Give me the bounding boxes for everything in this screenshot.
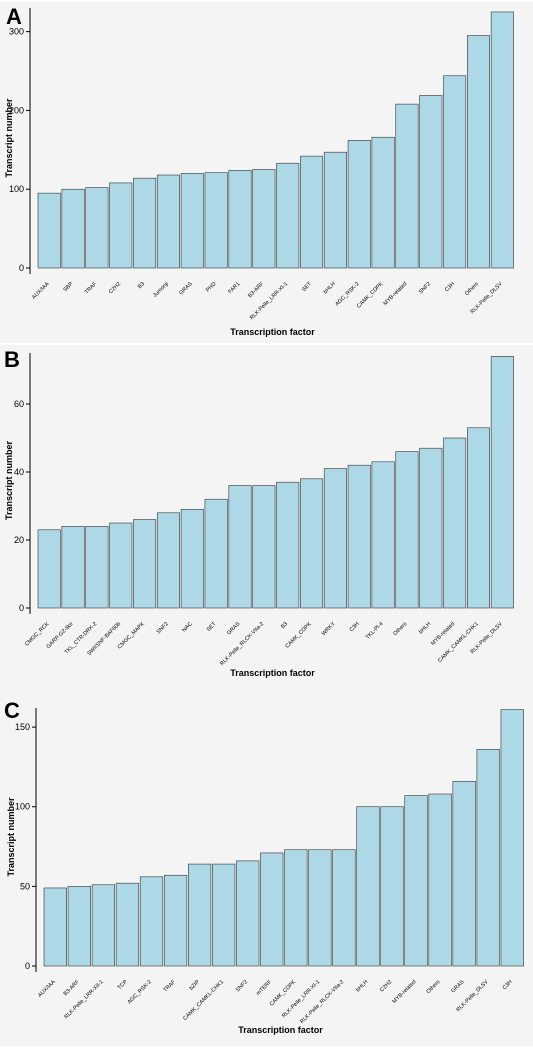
x-axis-title: Transcription factor xyxy=(230,668,315,678)
bar xyxy=(500,709,524,967)
y-tick-label: 200 xyxy=(9,105,24,115)
y-tick-label: 150 xyxy=(15,722,30,732)
bar xyxy=(37,529,61,609)
bar xyxy=(252,485,276,609)
bar xyxy=(466,35,491,269)
bar xyxy=(323,468,347,609)
y-tick-label: 100 xyxy=(15,802,30,812)
y-tick-label: 300 xyxy=(9,27,24,37)
bar xyxy=(284,849,308,967)
x-tick-label: B3 xyxy=(280,621,289,630)
panel-letter-b: B xyxy=(4,347,20,372)
bar xyxy=(419,95,443,269)
bar xyxy=(380,806,404,967)
bar xyxy=(188,863,212,967)
panel-letter-c: C xyxy=(4,698,20,723)
bar xyxy=(371,136,395,269)
chart-b-svg: B0204060CMGC_RCKGARP-G2-likeTKL_CTR-DRK-… xyxy=(0,345,533,690)
bar xyxy=(276,162,300,269)
bar xyxy=(395,451,419,609)
bar xyxy=(428,793,452,967)
bar xyxy=(347,140,371,269)
y-tick-label: 40 xyxy=(14,467,24,477)
y-axis-title: Transcript number xyxy=(4,441,14,521)
bar xyxy=(109,522,133,609)
bar xyxy=(443,75,467,269)
bar xyxy=(228,485,252,609)
bar xyxy=(466,427,491,609)
bar xyxy=(323,151,347,269)
bar xyxy=(260,852,284,967)
y-tick-label: 60 xyxy=(14,399,24,409)
bar xyxy=(308,849,332,967)
bar xyxy=(91,884,116,967)
bar xyxy=(156,512,180,609)
bar xyxy=(85,526,109,609)
bar xyxy=(476,749,500,967)
bar xyxy=(347,464,371,609)
bar xyxy=(236,860,260,967)
y-tick-label: 50 xyxy=(20,881,30,891)
y-axis-title: Transcript number xyxy=(6,797,16,877)
bar xyxy=(490,11,514,269)
bar xyxy=(356,806,380,967)
bar xyxy=(252,169,276,269)
bar xyxy=(404,795,428,967)
x-axis-title: Transcription factor xyxy=(238,1025,323,1035)
bar xyxy=(452,780,476,967)
bar xyxy=(332,849,356,967)
bar xyxy=(443,437,467,609)
bar xyxy=(419,447,443,609)
bar xyxy=(43,887,67,967)
bar xyxy=(133,519,157,609)
y-tick-label: 0 xyxy=(19,263,24,273)
bar xyxy=(115,882,140,967)
bar xyxy=(300,478,324,609)
bar xyxy=(61,188,85,269)
x-axis-title: Transcription factor xyxy=(230,327,315,337)
y-axis-title: Transcript number xyxy=(4,98,14,178)
bar xyxy=(300,155,324,269)
bar xyxy=(204,172,228,269)
chart-panel-b: B 0 20 40 60 CMGC_RCK GARP-G2-like TKL_CTR-DRK-… xyxy=(0,345,533,690)
bar xyxy=(37,192,61,269)
bar xyxy=(180,509,204,609)
bar xyxy=(180,173,204,269)
x-tick-label: B3 xyxy=(137,281,146,290)
bar xyxy=(133,177,157,269)
chart-panel-a: A 0 100 200 300 AUX/IAA SBP TRAF C2H2 B3 Jumonji GR… xyxy=(0,0,533,345)
bar xyxy=(228,170,252,269)
y-tick-label: 20 xyxy=(14,535,24,545)
bar xyxy=(163,874,188,967)
bar xyxy=(139,876,164,967)
y-tick-label: 0 xyxy=(25,961,30,971)
bar xyxy=(85,187,109,269)
bar xyxy=(156,174,180,269)
panel-letter-a: A xyxy=(6,4,22,29)
y-tick-label: 0 xyxy=(19,603,24,613)
bar xyxy=(276,481,300,609)
bar xyxy=(212,863,236,967)
bar xyxy=(67,886,91,967)
bar xyxy=(395,103,419,269)
bar xyxy=(109,182,133,269)
chart-panel-c: C 0 50 100 150 AUX/IAA B3-ARF RLK-Pelle_LRR-XII… xyxy=(0,690,533,1046)
bar xyxy=(204,498,228,609)
bar xyxy=(371,461,395,609)
bar xyxy=(61,526,85,609)
y-tick-label: 100 xyxy=(9,184,24,194)
bar xyxy=(490,356,514,609)
